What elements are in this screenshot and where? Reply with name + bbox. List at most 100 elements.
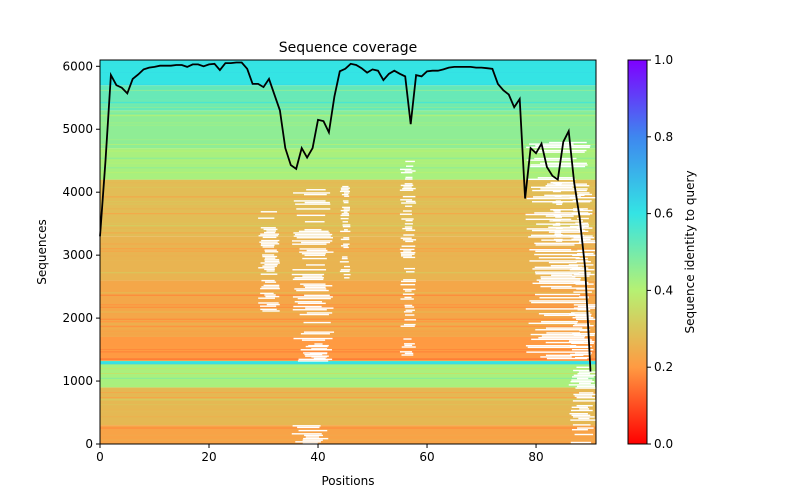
coverage-gap: [404, 226, 413, 228]
coverage-gap: [400, 237, 412, 239]
heatmap-band: [100, 110, 596, 149]
coverage-gap: [574, 323, 591, 325]
coverage-gap: [527, 178, 576, 181]
coverage-gap: [264, 294, 276, 296]
coverage-gap: [305, 307, 334, 309]
heatmap-stripe: [100, 358, 596, 360]
heatmap-stripe: [100, 321, 596, 323]
coverage-gap: [293, 337, 333, 340]
coverage-gap: [541, 239, 586, 241]
coverage-gap: [571, 406, 588, 408]
coverage-gap: [294, 301, 323, 303]
coverage-gap: [342, 185, 349, 188]
coverage-gap: [553, 238, 563, 241]
heatmap-stripe: [100, 306, 596, 308]
coverage-gap: [574, 433, 594, 436]
coverage-gap: [531, 301, 589, 304]
coverage-gap: [576, 318, 596, 320]
coverage-gap: [546, 332, 581, 334]
coverage-gap: [576, 366, 590, 368]
coverage-gap: [550, 209, 584, 211]
coverage-gap: [300, 349, 332, 351]
heatmap-stripe: [100, 351, 596, 353]
coverage-gap: [264, 251, 279, 253]
heatmap-stripe: [100, 143, 596, 145]
coverage-gap: [291, 433, 322, 435]
coverage-gap: [577, 192, 590, 194]
coverage-gap: [404, 223, 413, 225]
heatmap-stripe: [100, 106, 596, 108]
coverage-gap: [569, 339, 593, 341]
coverage-gap: [545, 185, 590, 187]
colorbar-frame: [627, 59, 648, 445]
coverage-gap: [573, 236, 595, 239]
x-axis-label: Positions: [322, 474, 375, 488]
coverage-gap: [532, 268, 581, 270]
heatmap-stripe: [100, 441, 596, 443]
chart-title: Sequence coverage: [279, 40, 418, 56]
heatmap-stripe: [100, 396, 596, 398]
coverage-gap: [538, 257, 580, 259]
heatmap-stripe: [100, 112, 596, 114]
coverage-gap: [535, 293, 581, 296]
coverage-gap: [260, 305, 277, 307]
coverage-gap: [577, 249, 595, 252]
coverage-gap: [573, 209, 593, 212]
coverage-gap: [266, 230, 276, 232]
x-axis-ticks: 0 20 40 60 80: [96, 444, 544, 464]
coverage-gap: [535, 273, 580, 275]
coverage-gap: [399, 168, 412, 171]
coverage-gap: [573, 393, 596, 396]
coverage-gap: [303, 193, 327, 196]
coverage-gap: [554, 234, 563, 236]
heatmap-stripe: [100, 234, 596, 236]
heatmap-stripe: [100, 427, 596, 429]
coverage-gap: [576, 404, 593, 407]
heatmap-stripe: [100, 360, 596, 362]
y-tick-label: 2000: [62, 311, 93, 325]
coverage-gap: [573, 334, 595, 336]
coverage-gap: [525, 213, 590, 216]
coverage-gap: [554, 211, 561, 214]
coverage-gap: [303, 331, 335, 333]
coverage-gap: [575, 283, 594, 285]
coverage-gap: [556, 203, 563, 206]
coverage-gap: [292, 296, 333, 298]
coverage-gap: [340, 214, 350, 217]
coverage-gap: [264, 263, 278, 266]
coverage-gap: [304, 201, 330, 204]
coverage-gap: [340, 245, 348, 247]
coverage-gap: [306, 312, 333, 314]
coverage-gap: [576, 227, 593, 229]
coverage-gap: [526, 146, 590, 149]
coverage-gap: [552, 224, 561, 226]
coverage-gap: [400, 171, 413, 174]
coverage-gap: [258, 302, 279, 304]
coverage-gap: [305, 436, 320, 438]
coverage-gap: [534, 149, 587, 152]
coverage-gap: [342, 256, 348, 258]
heatmap-stripe: [100, 203, 596, 205]
coverage-gap: [404, 290, 412, 292]
coverage-gap: [343, 246, 349, 249]
heatmap-stripe: [100, 304, 596, 306]
heatmap-stripe: [100, 260, 596, 262]
coverage-gap: [306, 264, 325, 266]
coverage-gap: [405, 309, 415, 311]
coverage-gap: [302, 442, 318, 445]
coverage-gap: [340, 189, 349, 191]
coverage-gap: [343, 237, 350, 239]
coverage-gap: [571, 348, 594, 351]
coverage-gap: [540, 162, 587, 165]
coverage-gap: [571, 238, 591, 240]
coverage-gap: [570, 441, 592, 444]
coverage-gap: [578, 193, 593, 196]
coverage-gap: [261, 239, 280, 242]
coverage-gap: [529, 249, 572, 251]
coverage-gap: [260, 292, 274, 295]
coverage-gap: [295, 203, 331, 205]
coverage-gap: [544, 194, 585, 197]
coverage-gap: [531, 229, 586, 232]
coverage-gap: [260, 262, 280, 264]
